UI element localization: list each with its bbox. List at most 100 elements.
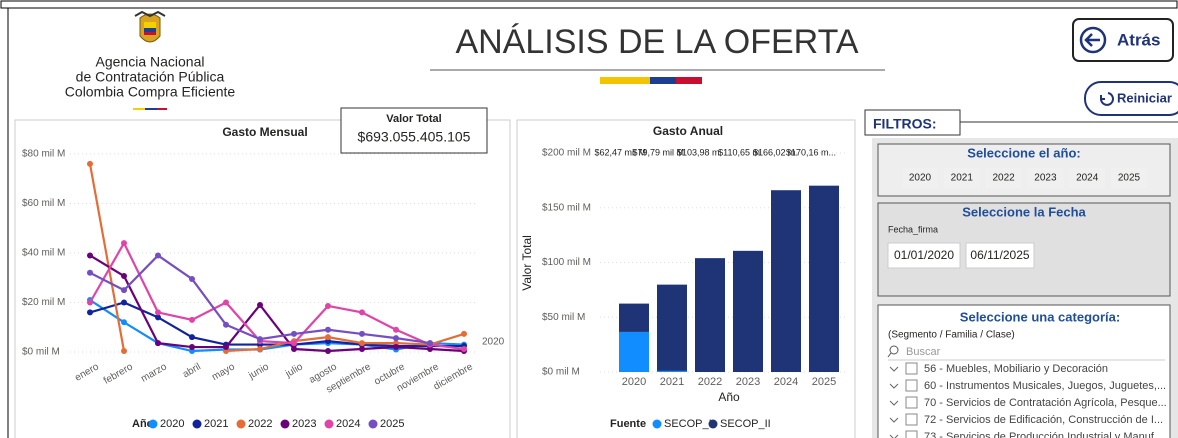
year-option[interactable] — [1111, 168, 1147, 188]
y-tick-label: $60 mil M — [22, 198, 65, 209]
series-line — [88, 163, 465, 353]
category-item[interactable]: 73 - Servicios de Producción Industrial … — [924, 431, 1163, 438]
point — [291, 330, 297, 337]
chart-title: Gasto Mensual — [222, 125, 307, 139]
filter-header — [864, 109, 961, 136]
date-start[interactable]: 01/01/2020 — [894, 248, 954, 262]
flag — [676, 77, 702, 84]
back-button[interactable]: Atrás — [1072, 18, 1174, 62]
crest — [134, 10, 166, 43]
legend-title: Fuente — [610, 418, 646, 430]
y-tick-label: $0 mil M — [542, 367, 580, 378]
year-option-label[interactable]: 2025 — [1118, 173, 1141, 184]
reset-label[interactable]: Reiniciar — [1117, 90, 1172, 105]
checkbox[interactable] — [905, 362, 918, 375]
date-end[interactable]: 06/11/2025 — [970, 248, 1029, 262]
point — [427, 340, 433, 347]
legend-swatch — [368, 419, 378, 429]
checkbox[interactable] — [905, 379, 918, 392]
expand-icon[interactable] — [889, 383, 899, 389]
year-option[interactable] — [1027, 168, 1064, 188]
reset-button[interactable]: Reiniciar — [1084, 81, 1178, 116]
expand-icon[interactable] — [889, 400, 899, 406]
expand-icon[interactable] — [889, 366, 899, 372]
point — [121, 348, 127, 355]
point — [121, 299, 127, 306]
point — [257, 346, 263, 353]
flag — [157, 108, 167, 110]
y-tick-label: $80 mil M — [22, 149, 65, 160]
bar-segment — [771, 190, 801, 372]
flag — [600, 77, 650, 84]
legend-swatch — [148, 419, 158, 429]
total-label: $166,02 m. — [753, 147, 798, 157]
card-label: Valor Total — [386, 113, 441, 125]
bar-segment — [657, 284, 687, 371]
search-icon — [887, 352, 892, 358]
point — [189, 275, 195, 282]
point — [223, 321, 229, 328]
total-label: $110,65 m — [718, 147, 760, 157]
x-tick-label: 2023 — [736, 376, 760, 388]
point — [393, 344, 399, 351]
x-tick-label: 2022 — [698, 376, 722, 388]
expand-icon[interactable] — [889, 434, 899, 438]
legend-label: SECOP_I — [664, 418, 712, 430]
year-option[interactable] — [1069, 168, 1106, 188]
year-option-label[interactable]: 2023 — [1034, 173, 1057, 184]
total-label: $79,79 mil M — [632, 147, 684, 157]
legend-label: 2024 — [336, 418, 360, 430]
bar-segment — [619, 331, 649, 372]
category-item[interactable]: 70 - Servicios de Contratación Agrícola,… — [924, 397, 1167, 409]
point — [393, 326, 399, 333]
point — [257, 301, 263, 308]
year-option[interactable] — [985, 168, 1022, 188]
point — [87, 299, 93, 306]
point — [291, 346, 297, 353]
total-label: $62,47 mil M — [594, 147, 646, 157]
year-option-label[interactable]: 2024 — [1076, 173, 1099, 184]
category-item[interactable]: 60 - Instrumentos Musicales, Juegos, Jug… — [924, 380, 1166, 392]
total-card — [340, 107, 488, 154]
year-option-label[interactable]: 2022 — [992, 173, 1015, 184]
point — [155, 309, 161, 316]
page-title: ANÁLISIS DE LA OFERTA — [455, 23, 858, 61]
flag — [133, 108, 145, 110]
series-line — [89, 254, 465, 353]
point — [121, 240, 127, 247]
legend-swatch — [708, 419, 718, 429]
y-tick-label: $100 mil M — [542, 257, 591, 268]
bar-segment — [657, 370, 687, 372]
checkbox[interactable] — [905, 430, 918, 438]
checkbox[interactable] — [905, 413, 918, 426]
point — [155, 314, 161, 321]
expand-icon[interactable] — [889, 417, 899, 423]
y-tick-label: $0 mil M — [22, 347, 60, 358]
category-item[interactable]: 72 - Servicios de Edificación, Construcc… — [924, 414, 1163, 426]
search-box[interactable]: Buscar — [906, 346, 941, 358]
legend-swatch — [280, 419, 290, 429]
checkbox[interactable] — [905, 396, 918, 409]
year-option[interactable] — [902, 168, 938, 188]
category-slicer — [877, 304, 1171, 438]
date-input[interactable] — [887, 242, 961, 269]
point — [189, 334, 195, 341]
category-item[interactable]: 56 - Muebles, Mobiliario y Decoración — [924, 363, 1108, 375]
point — [427, 346, 433, 353]
date-input[interactable] — [965, 242, 1035, 269]
bar-segment — [809, 185, 839, 372]
year-title: Seleccione el año: — [967, 145, 1080, 160]
x-tick-label: 2025 — [812, 376, 836, 388]
point — [155, 252, 161, 259]
back-label[interactable]: Atrás — [1117, 30, 1160, 49]
year-option[interactable] — [943, 168, 980, 188]
point — [393, 335, 399, 342]
x-tick-label: 2024 — [774, 376, 798, 388]
y-axis-title: Valor Total — [520, 235, 534, 291]
year-option-label[interactable]: 2020 — [909, 173, 932, 184]
point — [291, 340, 297, 347]
point — [359, 346, 365, 353]
legend-label: SECOP_II — [720, 418, 771, 430]
year-option-label[interactable]: 2021 — [951, 173, 974, 184]
y-tick-label: $200 mil M — [542, 148, 591, 159]
